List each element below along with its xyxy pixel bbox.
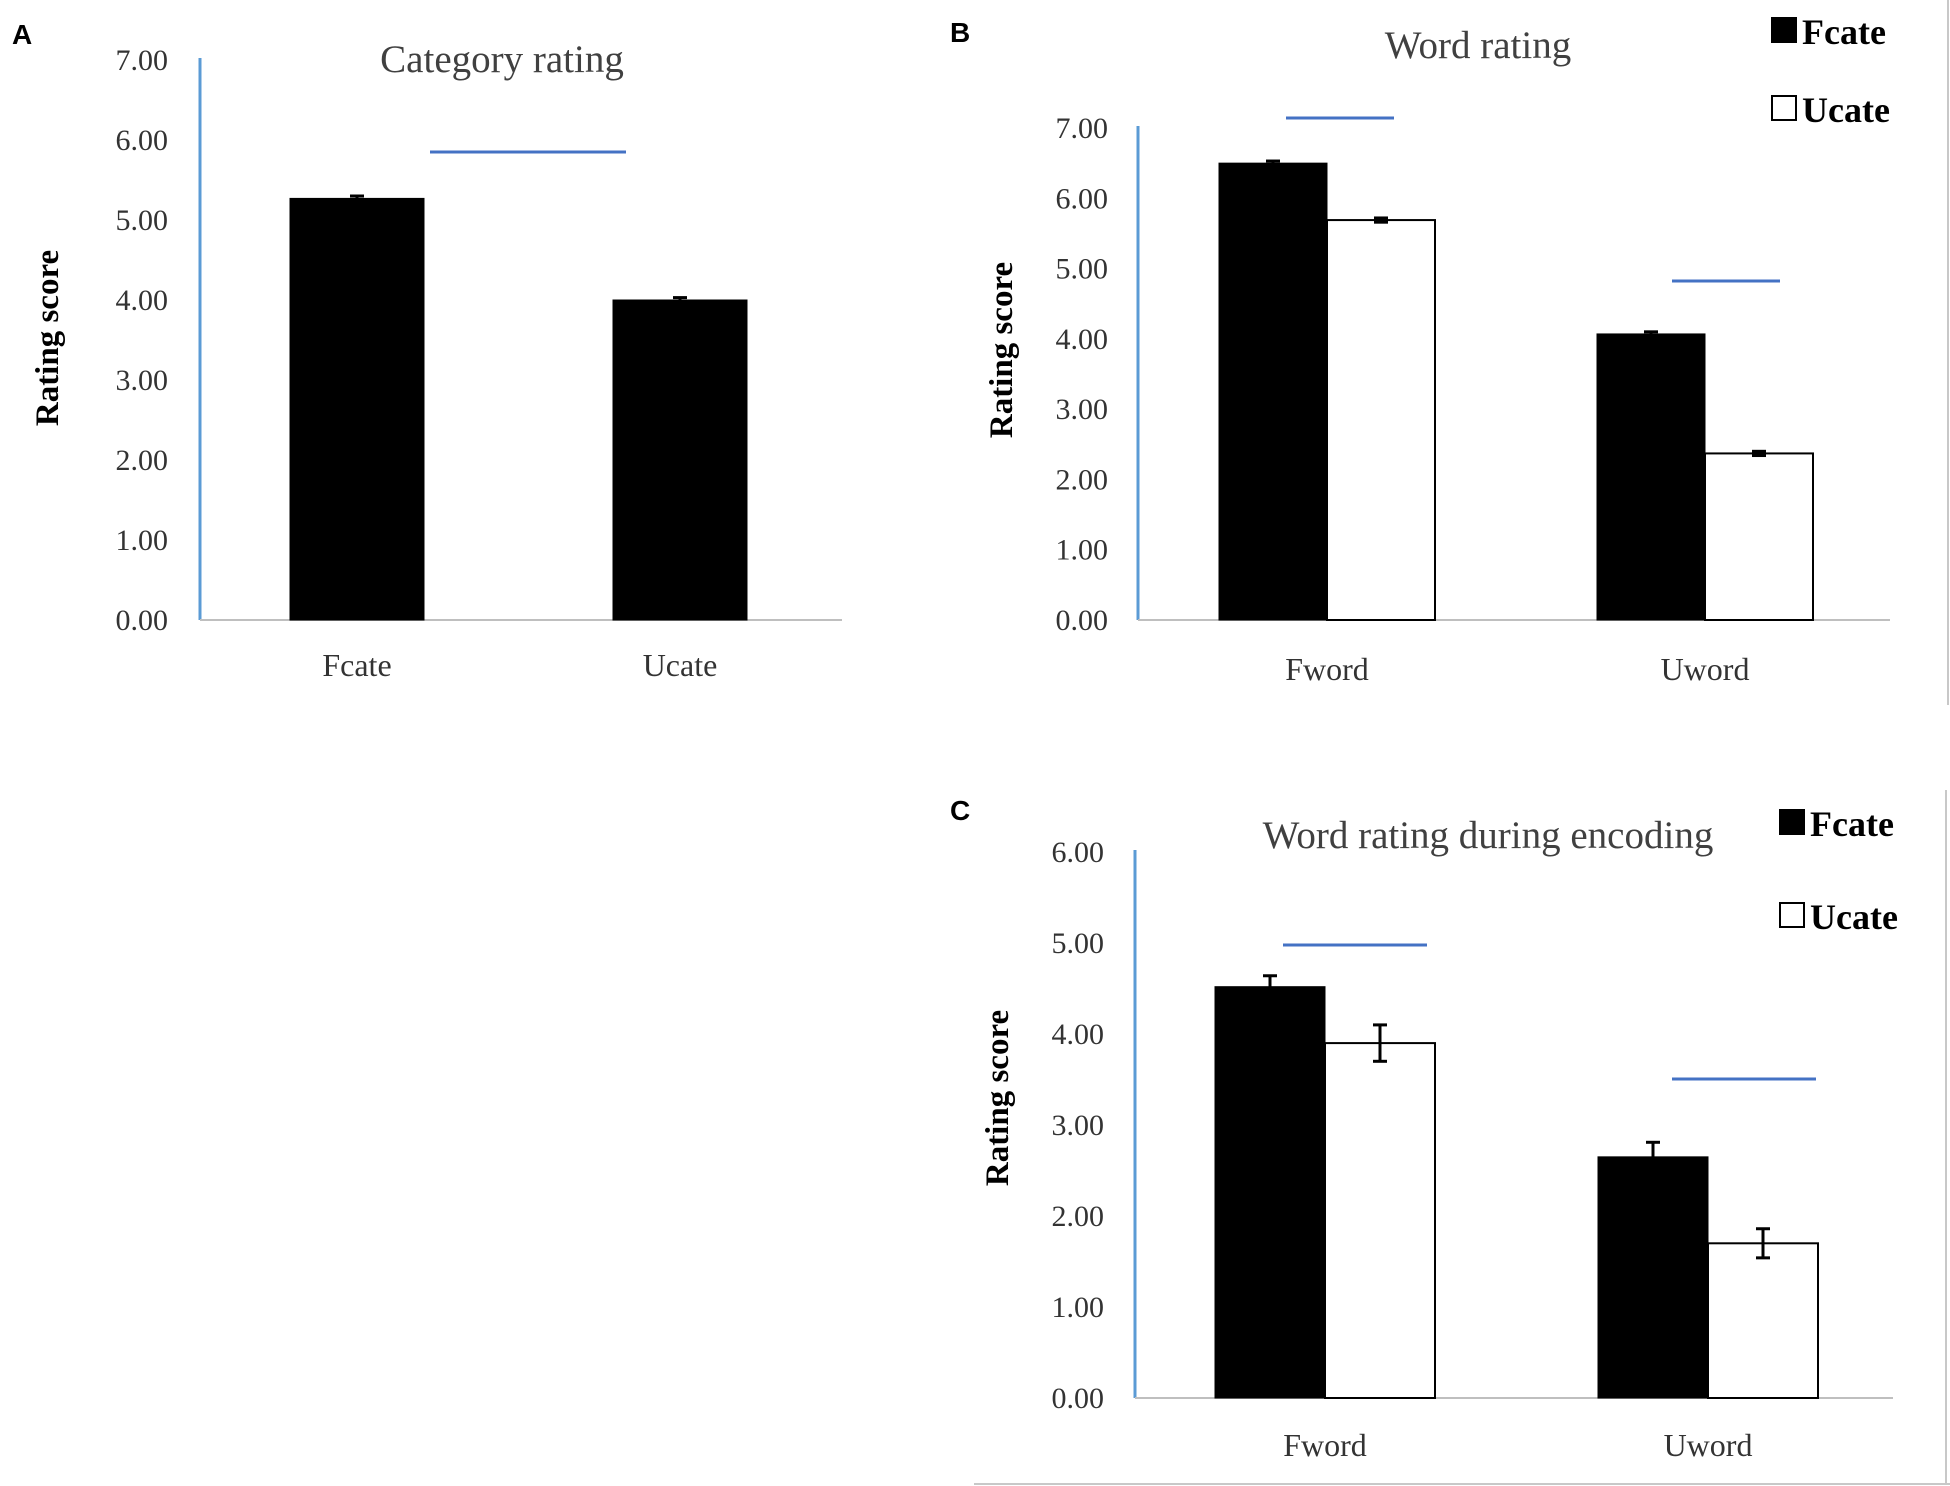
panel-b-y-tick-label: 7.00 [1056, 112, 1109, 145]
panel-c-y-tick-label: 0.00 [1052, 1382, 1105, 1415]
panel-b-legend: Fcate Ucate [1771, 12, 1890, 130]
panel-a-y-tick-label: 2.00 [116, 444, 169, 477]
panel-a-y-tick-label: 3.00 [116, 364, 169, 397]
legend-swatch-ucate [1779, 902, 1805, 928]
panel-c-error-bar [1263, 974, 1277, 1000]
panel-b-bar [1218, 162, 1328, 621]
panel-c-y-tick-label: 5.00 [1052, 927, 1105, 960]
panel-c-label: C [950, 795, 970, 826]
panel-a-error-bar [673, 296, 687, 304]
panel-c-bar [1214, 986, 1326, 1399]
panel-b-title: Word rating [1385, 24, 1571, 67]
panel-c-x-tick-label: Fword [1283, 1427, 1367, 1463]
panel-a-y-tick-label: 4.00 [116, 284, 169, 317]
panel-c-x-tick-label: Uword [1664, 1427, 1753, 1463]
panel-b-y-tick-label: 2.00 [1056, 463, 1109, 496]
legend-label-fcate: Fcate [1810, 804, 1894, 844]
panel-a-title: Category rating [380, 38, 624, 81]
legend-swatch-fcate [1779, 809, 1805, 835]
panel-a-y-tick-label: 0.00 [116, 604, 169, 637]
panel-b-chart: B Word rating Rating score 0.00 1.00 2.00 3.00… [950, 12, 1890, 687]
panel-b-x-tick-label: Fword [1285, 651, 1369, 687]
panel-b-error-bar [1266, 159, 1280, 167]
panel-a-x-tick-label: Fcate [322, 647, 391, 683]
panel-c-bar [1707, 1242, 1819, 1400]
panel-c-bar [1597, 1156, 1709, 1399]
panel-b-y-tick-label: 3.00 [1056, 393, 1109, 426]
panel-c-y-tick-label: 3.00 [1052, 1109, 1105, 1142]
panel-a-y-tick-label: 6.00 [116, 124, 169, 157]
legend-swatch-fcate [1771, 17, 1797, 43]
panel-c-title: Word rating during encoding [1263, 814, 1714, 857]
panel-b-x-tick-label: Uword [1661, 651, 1750, 687]
panel-a-y-axis-label: Rating score [30, 250, 66, 426]
panel-c-y-tick-label: 2.00 [1052, 1200, 1105, 1233]
panel-a-bar [289, 197, 425, 621]
panel-c-y-tick-label: 1.00 [1052, 1291, 1105, 1324]
panel-a-y-tick-label: 7.00 [116, 44, 169, 77]
panel-b-y-tick-label: 5.00 [1056, 253, 1109, 286]
panel-b-y-axis-label: Rating score [984, 262, 1020, 438]
panel-b-bar [1704, 452, 1814, 621]
panel-b-y-tick-label: 0.00 [1056, 604, 1109, 637]
legend-label-ucate: Ucate [1802, 90, 1890, 130]
panel-b-y-tick-label: 1.00 [1056, 534, 1109, 567]
panel-c-y-tick-label: 4.00 [1052, 1018, 1105, 1051]
panel-a-x-tick-label: Ucate [643, 647, 718, 683]
legend-swatch-ucate [1771, 95, 1797, 121]
panel-c-error-bar [1646, 1140, 1660, 1173]
panel-c-error-bar [1373, 1023, 1387, 1063]
legend-label-ucate: Ucate [1810, 897, 1898, 937]
panel-b-label: B [950, 17, 970, 48]
panel-c-y-axis-label: Rating score [980, 1010, 1016, 1186]
panel-c-chart: C Word rating during encoding Rating score… [950, 795, 1898, 1463]
panel-c-legend: Fcate Ucate [1779, 804, 1898, 937]
panel-a-y-tick-label: 5.00 [116, 204, 169, 237]
panel-c-y-tick-label: 6.00 [1052, 836, 1105, 869]
panel-b-y-tick-label: 6.00 [1056, 182, 1109, 215]
panel-b-error-bar [1752, 449, 1766, 458]
panel-c-bar [1324, 1042, 1436, 1399]
panel-b-bar [1326, 219, 1436, 621]
panel-b-error-bar [1644, 330, 1658, 338]
panel-b-y-tick-label: 4.00 [1056, 323, 1109, 356]
panel-b-bar [1596, 333, 1706, 621]
panel-a-error-bar [350, 194, 364, 203]
panel-a-chart: A Category rating Rating score 0.00 1.00 2.00… [12, 19, 842, 683]
panel-a-y-tick-label: 1.00 [116, 524, 169, 557]
panel-a-bar [612, 299, 748, 621]
panel-a-label: A [12, 19, 32, 50]
legend-label-fcate: Fcate [1802, 12, 1886, 52]
panel-b-error-bar [1374, 216, 1388, 224]
panel-c-error-bar [1756, 1227, 1770, 1260]
